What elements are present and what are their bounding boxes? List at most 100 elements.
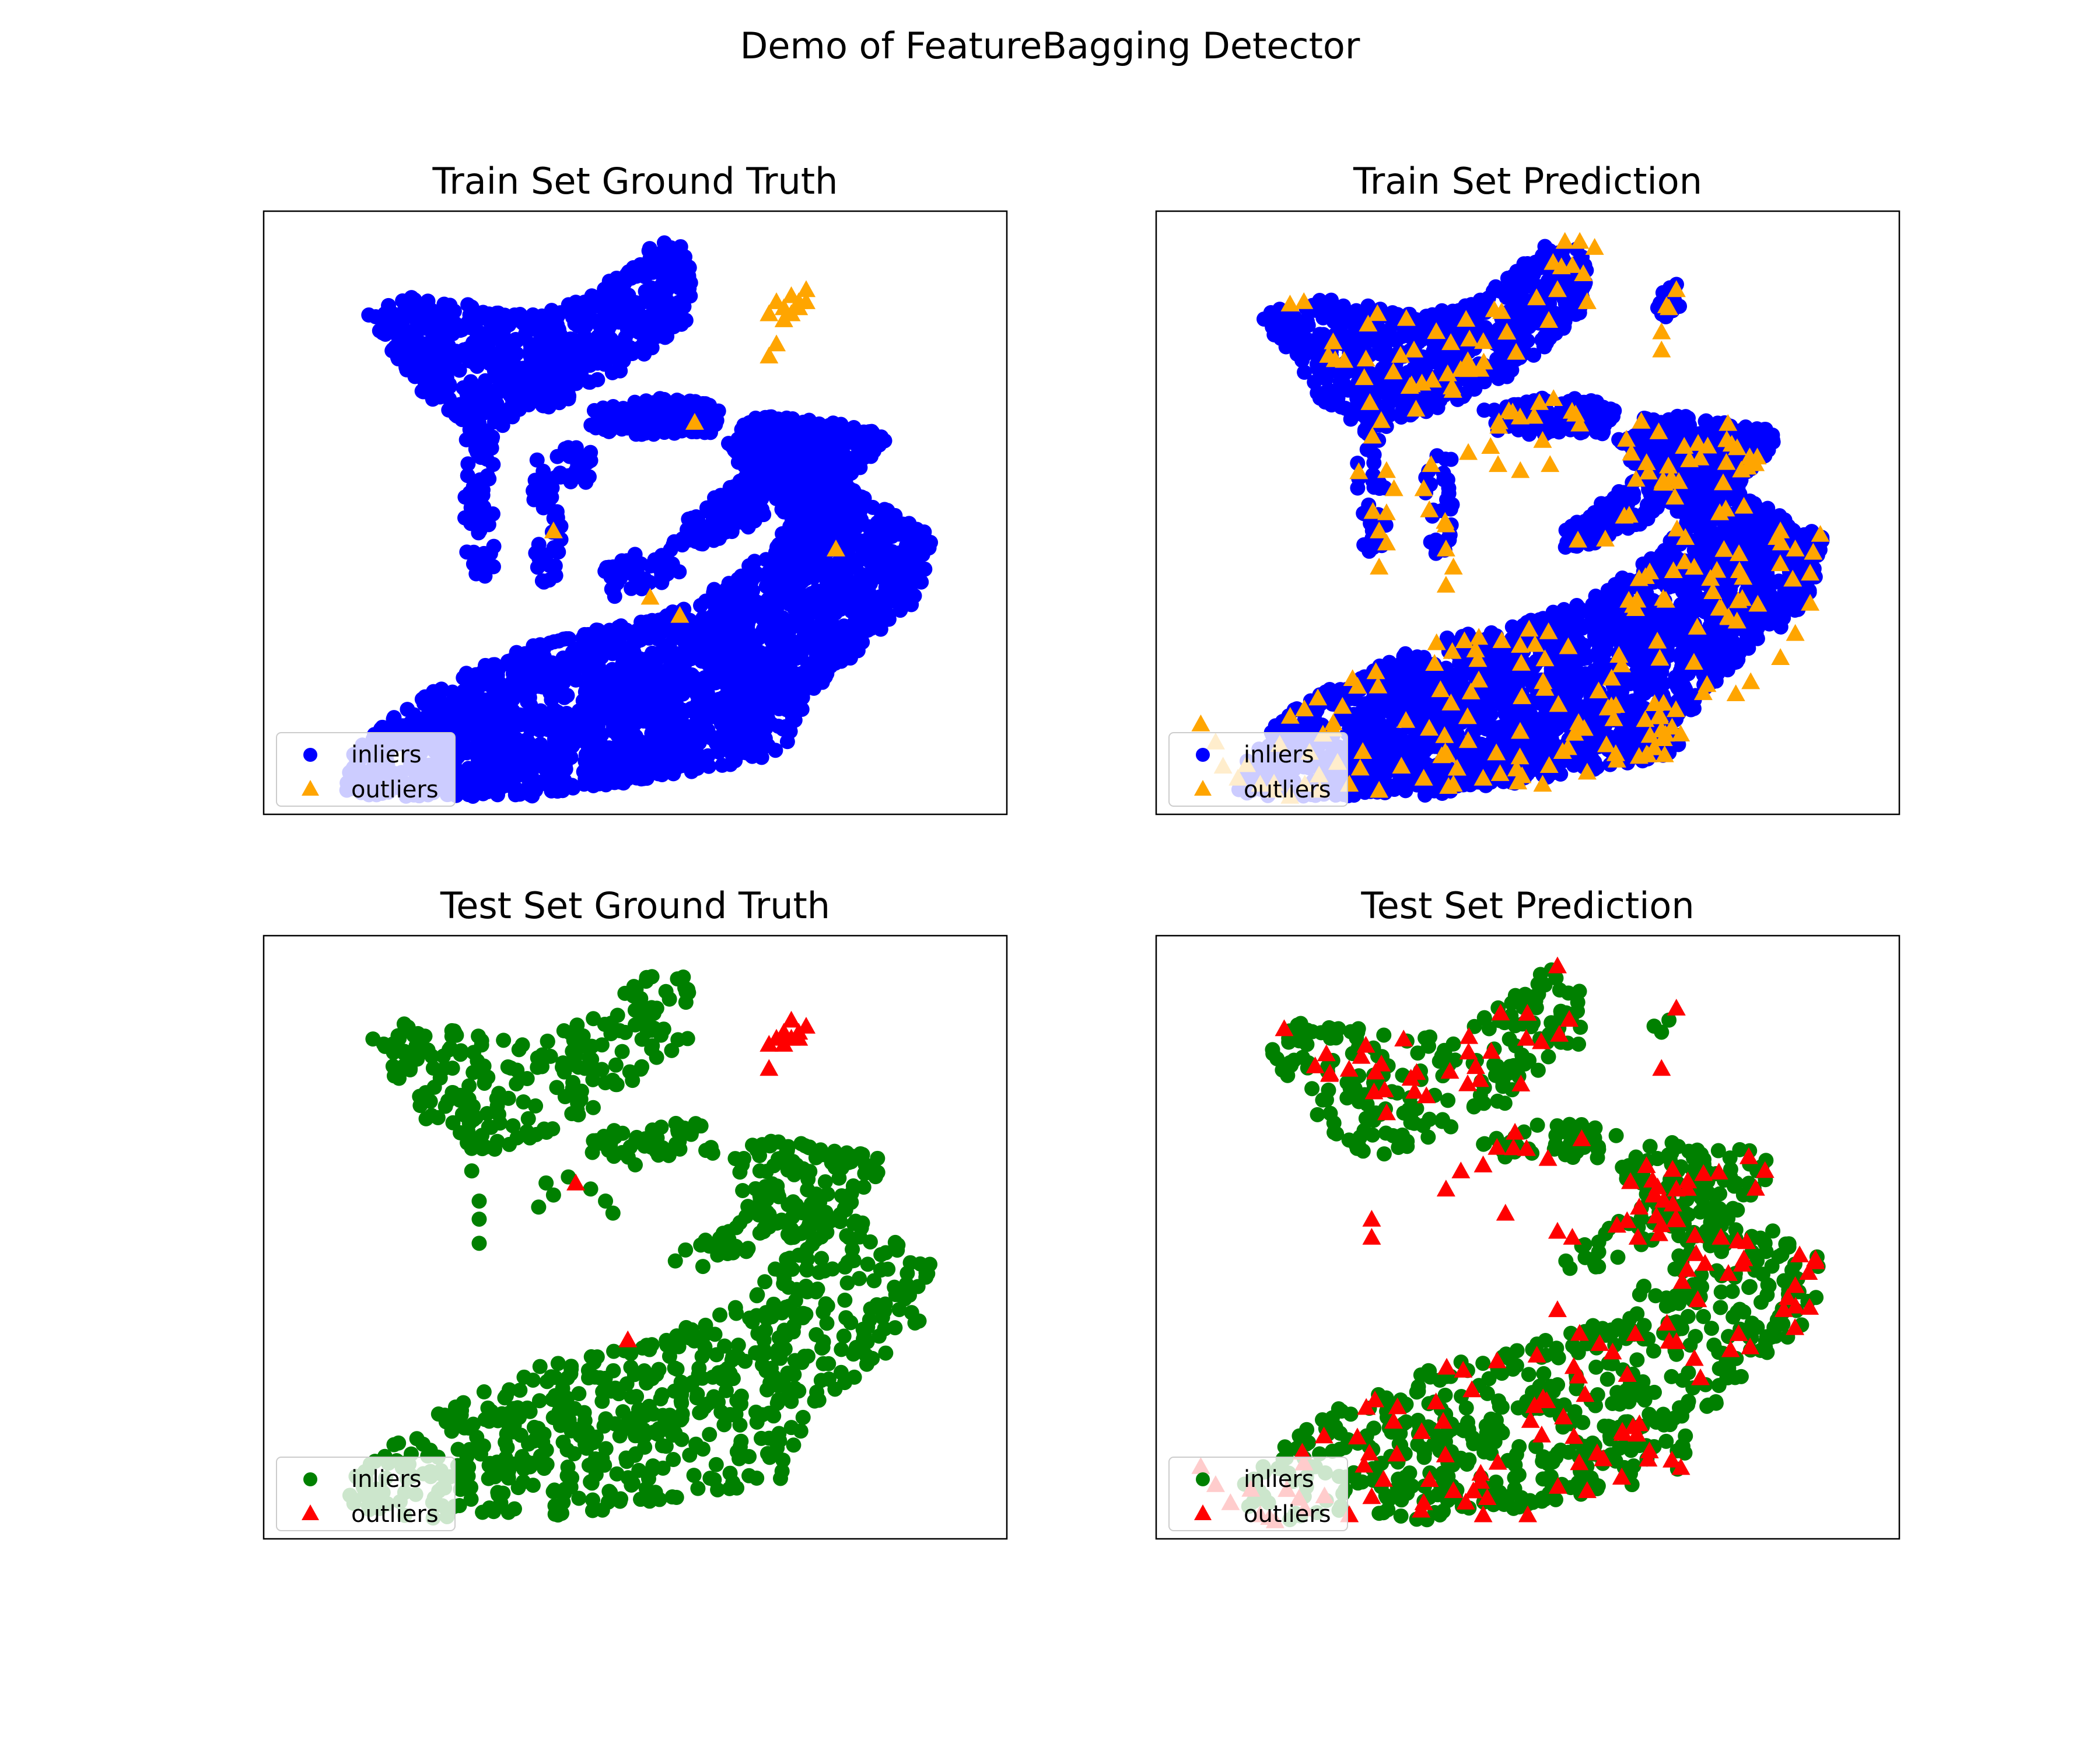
inlier-point: [487, 678, 502, 694]
inlier-point: [635, 265, 651, 281]
inlier-point: [416, 370, 432, 386]
inlier-point: [540, 715, 556, 731]
inlier-point: [682, 395, 698, 411]
inlier-point: [852, 614, 867, 629]
inlier-point: [624, 580, 639, 596]
inlier-point: [865, 499, 881, 515]
inlier-point: [456, 380, 471, 396]
inlier-point: [618, 737, 634, 752]
inlier-point: [547, 355, 562, 370]
inlier-point: [591, 652, 607, 667]
inlier-point: [794, 690, 810, 705]
inlier-point: [531, 758, 547, 774]
subplot-1: Train Set Ground Truth inliers outliers: [262, 160, 1008, 816]
inlier-point: [552, 305, 568, 321]
inlier-point: [612, 355, 628, 371]
inlier-point: [708, 730, 724, 746]
inlier-point: [505, 753, 520, 769]
inlier-point: [631, 661, 647, 677]
inlier-point: [684, 510, 699, 526]
legend-entry-inliers: inliers: [303, 741, 422, 768]
inlier-point: [584, 288, 600, 304]
inlier-point: [475, 506, 491, 522]
inlier-point: [584, 717, 600, 733]
inlier-point: [716, 659, 732, 675]
inlier-point: [832, 645, 848, 661]
inlier-point: [761, 434, 776, 450]
inlier-point: [613, 419, 629, 435]
inlier-point: [471, 397, 487, 413]
inlier-point: [688, 625, 704, 640]
subplot-title: Train Set Ground Truth: [432, 160, 838, 202]
inlier-point: [563, 474, 579, 489]
inlier-point: [462, 422, 478, 438]
inlier-point: [626, 309, 642, 325]
inlier-point: [737, 470, 753, 485]
inlier-point: [765, 581, 780, 597]
subplot-title: Train Set Prediction: [1353, 160, 1702, 202]
inlier-point: [390, 309, 405, 325]
inlier-point: [620, 402, 635, 418]
inlier-point: [647, 714, 663, 730]
inlier-point: [478, 731, 494, 747]
inlier-point: [489, 667, 505, 683]
inlier-point: [634, 614, 649, 630]
inlier-point: [752, 689, 768, 705]
inlier-point: [771, 701, 787, 716]
inlier-point: [521, 364, 537, 380]
inlier-point: [735, 723, 751, 739]
inlier-point: [541, 572, 557, 588]
inlier-point: [803, 418, 818, 434]
inlier-point: [850, 643, 866, 659]
inlier-point: [711, 691, 727, 707]
inlier-point: [747, 568, 763, 584]
inlier-point: [576, 764, 592, 780]
inlier-point: [782, 723, 798, 739]
inlier-point: [835, 438, 851, 453]
inlier-point: [601, 622, 617, 638]
outlier-point: [767, 334, 786, 352]
inlier-point: [565, 738, 580, 754]
inlier-point: [643, 288, 659, 303]
inlier-point: [656, 235, 672, 251]
inlier-point: [385, 342, 401, 358]
inlier-point: [780, 589, 796, 604]
inlier-point: [411, 337, 426, 353]
inlier-point: [723, 757, 738, 772]
inlier-point: [647, 743, 663, 759]
inlier-point: [623, 678, 639, 694]
inlier-point: [615, 775, 631, 791]
inlier-point: [361, 307, 377, 323]
inlier-point: [697, 695, 713, 710]
inlier-point: [797, 627, 813, 643]
inlier-point: [902, 582, 918, 597]
inlier-point: [501, 408, 517, 424]
inlier-point: [923, 534, 939, 550]
inlier-point: [715, 616, 730, 632]
inlier-point: [685, 704, 701, 719]
inlier-point: [650, 690, 666, 706]
outlier-point: [685, 412, 704, 430]
inlier-point: [817, 556, 832, 572]
inlier-point: [590, 372, 606, 387]
inlier-point: [460, 468, 475, 484]
inlier-point: [583, 417, 599, 433]
inlier-point: [744, 705, 760, 721]
inlier-point: [616, 626, 632, 642]
inlier-point: [671, 564, 687, 580]
inlier-point: [792, 491, 808, 507]
legend-label-inliers: inliers: [351, 741, 422, 768]
inlier-point: [736, 630, 751, 646]
legend-entry-outliers: outliers: [302, 776, 439, 803]
inlier-point: [535, 774, 551, 789]
inlier-point: [604, 706, 620, 722]
inlier-point: [901, 558, 916, 574]
inlier-point: [436, 375, 452, 391]
inlier-point: [580, 737, 596, 752]
inlier-point: [544, 692, 559, 708]
inlier-point: [432, 707, 447, 723]
inlier-point: [668, 756, 684, 772]
inlier-point: [832, 601, 848, 617]
inlier-point: [784, 705, 800, 721]
